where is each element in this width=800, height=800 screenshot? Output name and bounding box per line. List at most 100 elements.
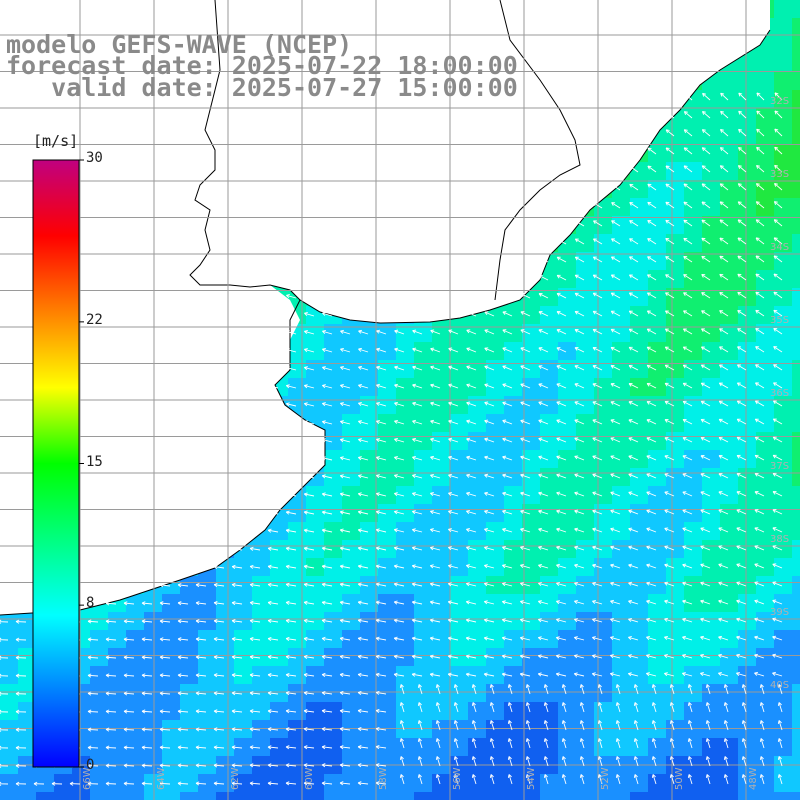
wind-arrow <box>285 582 297 587</box>
field-cell <box>198 774 216 792</box>
field-cell <box>234 702 252 720</box>
field-cell <box>720 450 738 468</box>
field-cell <box>720 414 738 432</box>
wind-arrow <box>561 774 567 785</box>
field-cell <box>648 216 666 234</box>
wind-arrow <box>484 383 495 389</box>
field-cell <box>630 324 648 342</box>
field-cell <box>720 684 738 702</box>
wind-arrow <box>502 582 513 587</box>
wind-arrow <box>664 581 675 587</box>
wind-arrow <box>448 473 459 479</box>
field-cell <box>450 486 468 504</box>
field-cell <box>576 702 594 720</box>
wind-arrow <box>357 763 369 768</box>
field-cell <box>666 378 684 396</box>
wind-arrow <box>249 546 261 551</box>
wind-arrow <box>394 365 405 371</box>
field-cell <box>792 90 800 108</box>
field-cell <box>558 504 576 522</box>
field-cell <box>756 540 774 558</box>
field-cell <box>558 594 576 612</box>
wind-arrow <box>394 419 405 425</box>
field-cell <box>18 702 36 720</box>
wind-arrow <box>647 147 657 155</box>
field-cell <box>774 540 792 558</box>
field-cell <box>0 630 18 648</box>
field-cell <box>162 684 180 702</box>
wind-arrow <box>430 528 441 533</box>
wind-arrow <box>592 383 603 389</box>
wind-arrow <box>195 583 207 588</box>
field-cell <box>558 270 576 288</box>
wind-arrow <box>394 383 405 389</box>
field-cell <box>594 468 612 486</box>
wind-arrow <box>520 545 531 551</box>
wind-arrow <box>231 564 243 569</box>
wind-arrow <box>720 92 729 101</box>
wind-arrow <box>249 564 261 569</box>
wind-arrow <box>430 329 441 335</box>
field-cell <box>342 522 360 540</box>
field-cell <box>360 540 378 558</box>
field-cell <box>612 558 630 576</box>
wind-arrow <box>574 347 585 353</box>
field-cell <box>378 504 396 522</box>
field-cell <box>360 612 378 630</box>
field-cell <box>468 684 486 702</box>
wind-arrow <box>321 672 333 678</box>
lon-label: 56W <box>452 767 463 790</box>
wind-arrow <box>687 702 693 713</box>
field-cell <box>702 450 720 468</box>
field-cell <box>666 540 684 558</box>
field-cell <box>630 288 648 306</box>
wind-arrow <box>525 738 531 749</box>
wind-arrow <box>15 727 27 732</box>
field-cell <box>756 792 774 800</box>
wind-arrow <box>285 654 297 660</box>
field-cell <box>306 342 324 360</box>
wind-arrow <box>719 201 729 209</box>
wind-arrow <box>718 509 729 515</box>
wind-arrow <box>723 756 729 767</box>
wind-arrow <box>754 509 765 515</box>
field-cell <box>468 414 486 432</box>
wind-arrow <box>484 491 495 497</box>
wind-arrow <box>393 564 405 569</box>
field-cell <box>306 324 324 342</box>
field-cell <box>666 648 684 666</box>
field-cell <box>702 558 720 576</box>
field-cell <box>576 288 594 306</box>
field-cell <box>504 630 522 648</box>
field-cell <box>684 180 702 198</box>
field-cell <box>648 234 666 252</box>
lat-label: 36S <box>770 388 789 399</box>
wind-arrow <box>773 255 783 263</box>
field-cell <box>720 270 738 288</box>
title-forecast-date: forecast date: 2025-07-22 18:00:00 <box>6 51 518 80</box>
wind-arrow <box>664 563 675 569</box>
wind-arrow <box>736 635 747 641</box>
field-cell <box>216 594 234 612</box>
field-cell <box>702 216 720 234</box>
field-cell <box>126 738 144 756</box>
wind-arrow <box>738 128 747 137</box>
field-cell <box>792 0 800 18</box>
field-cell <box>792 324 800 342</box>
wind-arrow <box>303 672 315 678</box>
field-cell <box>792 630 800 648</box>
wind-arrow <box>399 738 405 749</box>
wind-arrow <box>628 563 639 569</box>
wind-arrow <box>610 419 621 425</box>
wind-arrow <box>159 619 171 624</box>
wind-arrow <box>501 636 513 641</box>
wind-arrow <box>574 600 585 605</box>
lat-label: 34S <box>770 242 789 253</box>
field-cell <box>774 504 792 522</box>
field-cell <box>648 612 666 630</box>
wind-arrow <box>543 774 549 785</box>
wind-arrow <box>700 635 711 641</box>
field-cell <box>522 360 540 378</box>
wind-arrow <box>357 745 369 750</box>
field-cell <box>684 432 702 450</box>
